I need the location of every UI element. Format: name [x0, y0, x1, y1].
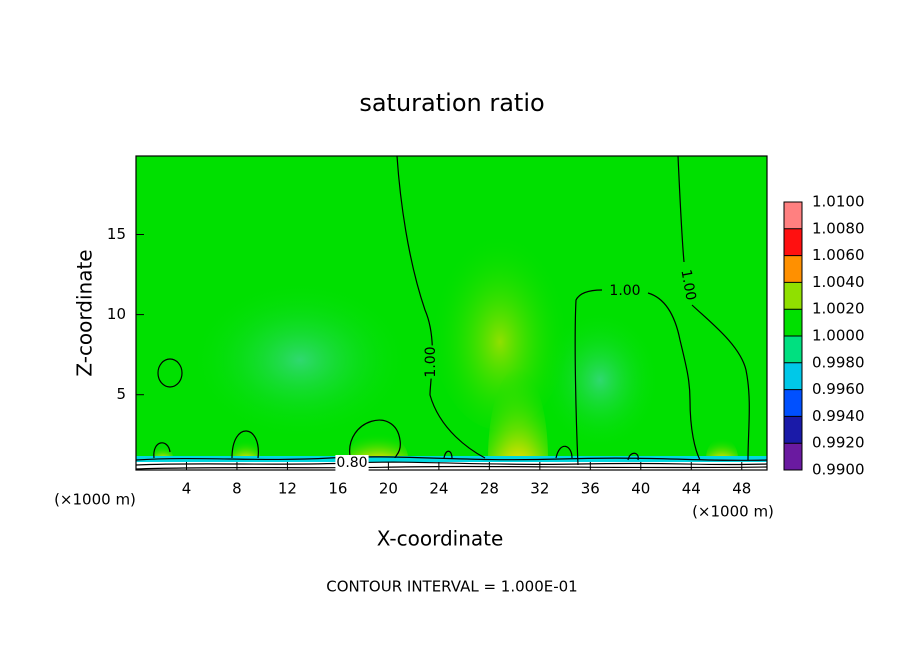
contour-label-bg [335, 455, 369, 471]
x-tick-label: 20 [379, 480, 398, 498]
chart-title: saturation ratio [359, 89, 544, 117]
contour-interval: CONTOUR INTERVAL = 1.000E-01 [326, 578, 577, 596]
colorbar-band [784, 255, 802, 283]
colorbar-band [784, 309, 802, 336]
colorbar-label: 1.0040 [812, 273, 865, 291]
y-tick-label: 5 [116, 385, 126, 403]
colorbar-label: 1.0080 [812, 219, 865, 237]
colorbar-label: 0.9920 [812, 434, 865, 452]
colorbar-band [784, 443, 802, 470]
y-axis-label: Z-coordinate [73, 249, 97, 376]
colorbar-label: 1.0000 [812, 327, 865, 345]
contour-label-bg [608, 283, 642, 299]
field [136, 156, 767, 470]
x-tick-label: 36 [581, 480, 600, 498]
colorbar-label: 0.9960 [812, 380, 865, 398]
x-tick-label: 48 [732, 480, 751, 498]
plot-frame [135, 155, 768, 471]
x-unit-label: (×1000 m) [692, 503, 774, 521]
x-tick-label: 24 [429, 480, 448, 498]
contour-label: 1.00 [609, 283, 640, 299]
colorbar-band [784, 416, 802, 444]
colorbar-label: 0.9980 [812, 353, 865, 371]
colorbar-label: 1.0020 [812, 300, 865, 318]
x-tick-label: 12 [278, 480, 297, 498]
contour-label-bg [677, 267, 699, 303]
x-tick-label: 8 [232, 480, 242, 498]
y-tick-label: 15 [107, 225, 126, 243]
contour-label: 0.80 [336, 455, 367, 471]
colorbar-band [784, 202, 802, 229]
colorbar-band [784, 362, 802, 390]
x-tick-label: 16 [328, 480, 347, 498]
colorbar-label: 0.9940 [812, 407, 865, 425]
colorbar-band [784, 282, 802, 310]
colorbar-band [784, 389, 802, 417]
contour-label-bg [423, 345, 439, 379]
x-tick-label: 32 [530, 480, 549, 498]
contour-label: 1.00 [423, 346, 439, 377]
contour-label: 1.00 [677, 268, 698, 301]
x-axis-label: X-coordinate [377, 527, 504, 551]
colorbar-band [784, 336, 802, 363]
x-tick-label: 4 [182, 480, 192, 498]
colorbar-label: 1.0100 [812, 193, 865, 211]
x-tick-label: 40 [631, 480, 650, 498]
x-tick-label: 28 [480, 480, 499, 498]
colorbar-band [784, 228, 802, 256]
colorbar-label: 0.9900 [812, 461, 865, 479]
colorbar-label: 1.0060 [812, 246, 865, 264]
x-tick-label: 44 [682, 480, 701, 498]
y-tick-label: 10 [107, 305, 126, 323]
y-unit-label: (×1000 m) [54, 491, 136, 509]
